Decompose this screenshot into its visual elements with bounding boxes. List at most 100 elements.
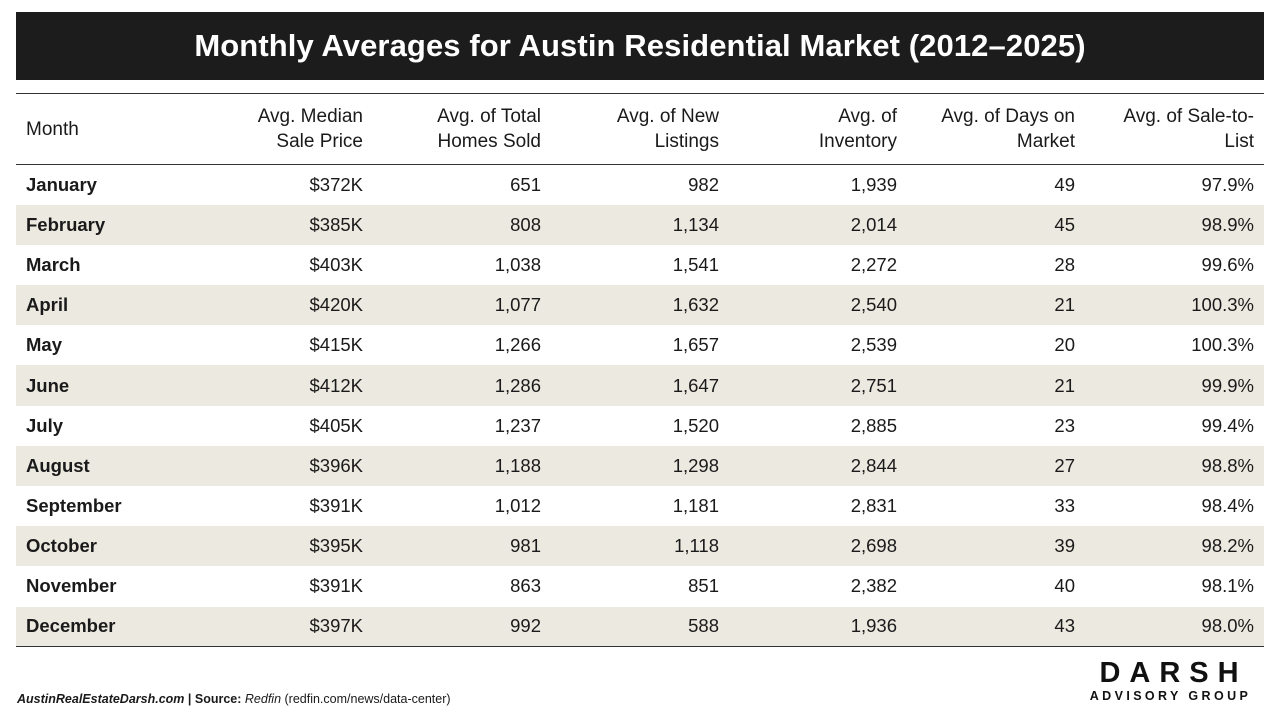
month-cell: July [26, 414, 64, 436]
value-cell: $372K [309, 173, 364, 195]
value-cell: 1,077 [494, 294, 541, 316]
value-cell: 27 [1054, 454, 1075, 476]
column-header: Avg. of Days on Market [907, 94, 1085, 165]
value-cell: 2,539 [850, 334, 897, 356]
month-cell: February [26, 213, 106, 235]
value-cell: 992 [510, 615, 541, 637]
value-cell: $412K [309, 374, 364, 396]
column-header: Avg. of New Listings [551, 94, 729, 165]
value-cell: 1,298 [672, 454, 719, 476]
table-row: January $372K 651 982 1,939 49 97.9% [16, 165, 1264, 205]
table-header: Month Avg. Median Sale Price Avg. of Total H… [16, 93, 1264, 165]
month-cell: September [26, 495, 122, 517]
value-cell: 21 [1054, 374, 1075, 396]
month-cell: August [26, 454, 90, 476]
value-cell: 2,698 [850, 535, 897, 557]
value-cell: 99.6% [1201, 253, 1254, 275]
value-cell: 1,134 [672, 213, 719, 235]
value-cell: $391K [309, 575, 364, 597]
column-header-line: Avg. of Days on [941, 106, 1075, 127]
column-header-line: Avg. of Sale-to- [1123, 106, 1254, 127]
value-cell: 2,272 [850, 253, 897, 275]
value-cell: 2,844 [850, 454, 897, 476]
value-cell: 43 [1054, 615, 1075, 637]
column-header-line: Avg. Median [257, 106, 363, 127]
value-cell: 1,118 [674, 535, 719, 557]
value-cell: 100.3% [1191, 334, 1254, 356]
value-cell: 99.9% [1201, 374, 1254, 396]
table-row: July $405K 1,237 1,520 2,885 23 99.4% [16, 406, 1264, 446]
table-row: March $403K 1,038 1,541 2,272 28 99.6% [16, 245, 1264, 285]
source-url: (redfin.com/news/data-center) [281, 692, 451, 706]
value-cell: 97.9% [1201, 173, 1254, 195]
value-cell: 1,632 [672, 294, 719, 316]
column-header: Avg. of Inventory [729, 94, 907, 165]
column-header-line: Avg. of Total [437, 106, 541, 127]
value-cell: 20 [1054, 334, 1075, 356]
value-cell: 49 [1054, 173, 1075, 195]
value-cell: 588 [688, 615, 719, 637]
data-table: Month Avg. Median Sale Price Avg. of Total H… [16, 93, 1264, 647]
value-cell: $391K [309, 495, 364, 517]
page-title: Monthly Averages for Austin Residential … [194, 28, 1086, 63]
value-cell: 1,181 [672, 495, 719, 517]
value-cell: 21 [1054, 294, 1075, 316]
column-header-line: Inventory [818, 131, 897, 152]
title-bar: Monthly Averages for Austin Residential … [16, 12, 1264, 80]
value-cell: 98.9% [1201, 213, 1254, 235]
table-row: November $391K 863 851 2,382 40 98.1% [16, 566, 1264, 606]
value-cell: $395K [309, 535, 364, 557]
value-cell: 100.3% [1191, 294, 1254, 316]
column-header-line: Month [26, 118, 79, 140]
month-cell: June [26, 374, 70, 396]
value-cell: $397K [309, 615, 364, 637]
value-cell: 39 [1054, 535, 1075, 557]
value-cell: 2,885 [850, 414, 897, 436]
value-cell: 98.8% [1201, 454, 1254, 476]
value-cell: 45 [1054, 213, 1075, 235]
table-row: April $420K 1,077 1,632 2,540 21 100.3% [16, 285, 1264, 326]
value-cell: 2,751 [850, 374, 897, 396]
value-cell: 2,014 [850, 213, 897, 235]
value-cell: 1,936 [850, 615, 897, 637]
table-row: September $391K 1,012 1,181 2,831 33 98.4% [16, 486, 1264, 526]
value-cell: 99.4% [1201, 414, 1254, 436]
source-name: Redfin [241, 692, 282, 706]
value-cell: 33 [1054, 495, 1075, 517]
column-header-line: Listings [654, 131, 719, 152]
value-cell: $405K [309, 414, 364, 436]
column-header-line: Market [1016, 131, 1075, 152]
month-cell: April [26, 294, 69, 316]
value-cell: 651 [510, 173, 541, 195]
value-cell: 1,520 [672, 414, 719, 436]
value-cell: 982 [688, 173, 719, 195]
month-cell: October [26, 535, 97, 557]
logo-sub-text: ADVISORY GROUP [1089, 689, 1252, 703]
column-header-line: List [1224, 131, 1254, 152]
value-cell: 98.4% [1201, 495, 1254, 517]
value-cell: 1,188 [494, 454, 541, 476]
logo-main-text: DARSH [1099, 657, 1248, 689]
month-cell: March [26, 253, 81, 275]
value-cell: 2,540 [850, 294, 897, 316]
value-cell: 2,831 [850, 495, 897, 517]
source-separator: | [184, 692, 195, 706]
value-cell: 1,286 [494, 374, 541, 396]
table-row: October $395K 981 1,118 2,698 39 98.2% [16, 526, 1264, 567]
table-row: May $415K 1,266 1,657 2,539 20 100.3% [16, 325, 1264, 365]
table-row: June $412K 1,286 1,647 2,751 21 99.9% [16, 365, 1264, 406]
value-cell: 1,939 [850, 173, 897, 195]
value-cell: 808 [510, 213, 541, 235]
column-header: Avg. of Total Homes Sold [373, 94, 551, 165]
column-header-line: Avg. of [838, 106, 897, 127]
column-header-line: Homes Sold [437, 131, 542, 152]
value-cell: 98.1% [1201, 575, 1254, 597]
value-cell: $420K [309, 294, 364, 316]
table-row: December $397K 992 588 1,936 43 98.0% [16, 606, 1264, 647]
value-cell: 1,012 [494, 495, 541, 517]
value-cell: 1,237 [494, 414, 541, 436]
column-header: Month [16, 94, 196, 165]
source-note: AustinRealEstateDarsh.com | Source: Redf… [17, 692, 451, 706]
value-cell: 1,038 [494, 253, 541, 275]
